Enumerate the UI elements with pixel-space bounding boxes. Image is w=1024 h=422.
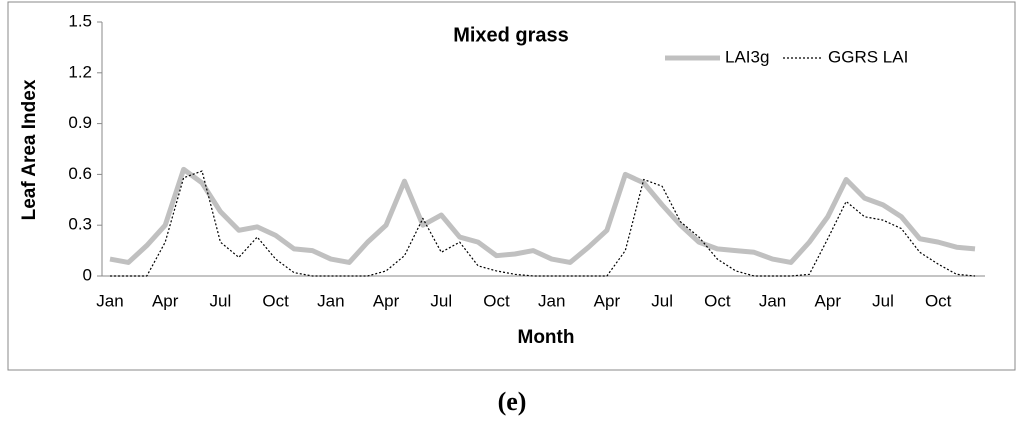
- legend-label: GGRS LAI: [828, 47, 908, 66]
- chart-title: Mixed grass: [453, 24, 569, 46]
- x-tick-label: Oct: [704, 291, 731, 310]
- x-tick-label: Apr: [373, 291, 400, 310]
- x-tick-label: Jan: [538, 291, 565, 310]
- y-axis-label: Leaf Area Index: [19, 79, 40, 220]
- x-tick-label: Oct: [483, 291, 510, 310]
- legend-label: LAI3g: [725, 47, 769, 66]
- x-tick-label: Apr: [594, 291, 621, 310]
- x-tick-label: Jul: [210, 291, 232, 310]
- x-axis-label: Month: [518, 327, 575, 348]
- y-tick-label: 0.3: [68, 215, 92, 234]
- x-tick-label: Jan: [759, 291, 786, 310]
- x-tick-label: Apr: [152, 291, 179, 310]
- x-tick-label: Apr: [815, 291, 842, 310]
- series-line: [109, 166, 976, 265]
- y-tick-label: 0.9: [68, 113, 92, 132]
- x-tick-label: Jan: [96, 291, 123, 310]
- x-tick-label: Oct: [262, 291, 289, 310]
- x-tick-label: Jan: [317, 291, 344, 310]
- x-tick-label: Jul: [651, 291, 673, 310]
- y-tick-label: 1.2: [68, 62, 92, 81]
- y-tick-label: 0: [83, 265, 92, 284]
- x-tick-label: Oct: [925, 291, 952, 310]
- y-tick-label: 0.6: [68, 164, 92, 183]
- x-tick-label: Jul: [872, 291, 894, 310]
- x-tick-label: Jul: [430, 291, 452, 310]
- series-line: [110, 170, 976, 277]
- y-tick-label: 1.5: [68, 11, 92, 30]
- caption: (e): [498, 387, 527, 416]
